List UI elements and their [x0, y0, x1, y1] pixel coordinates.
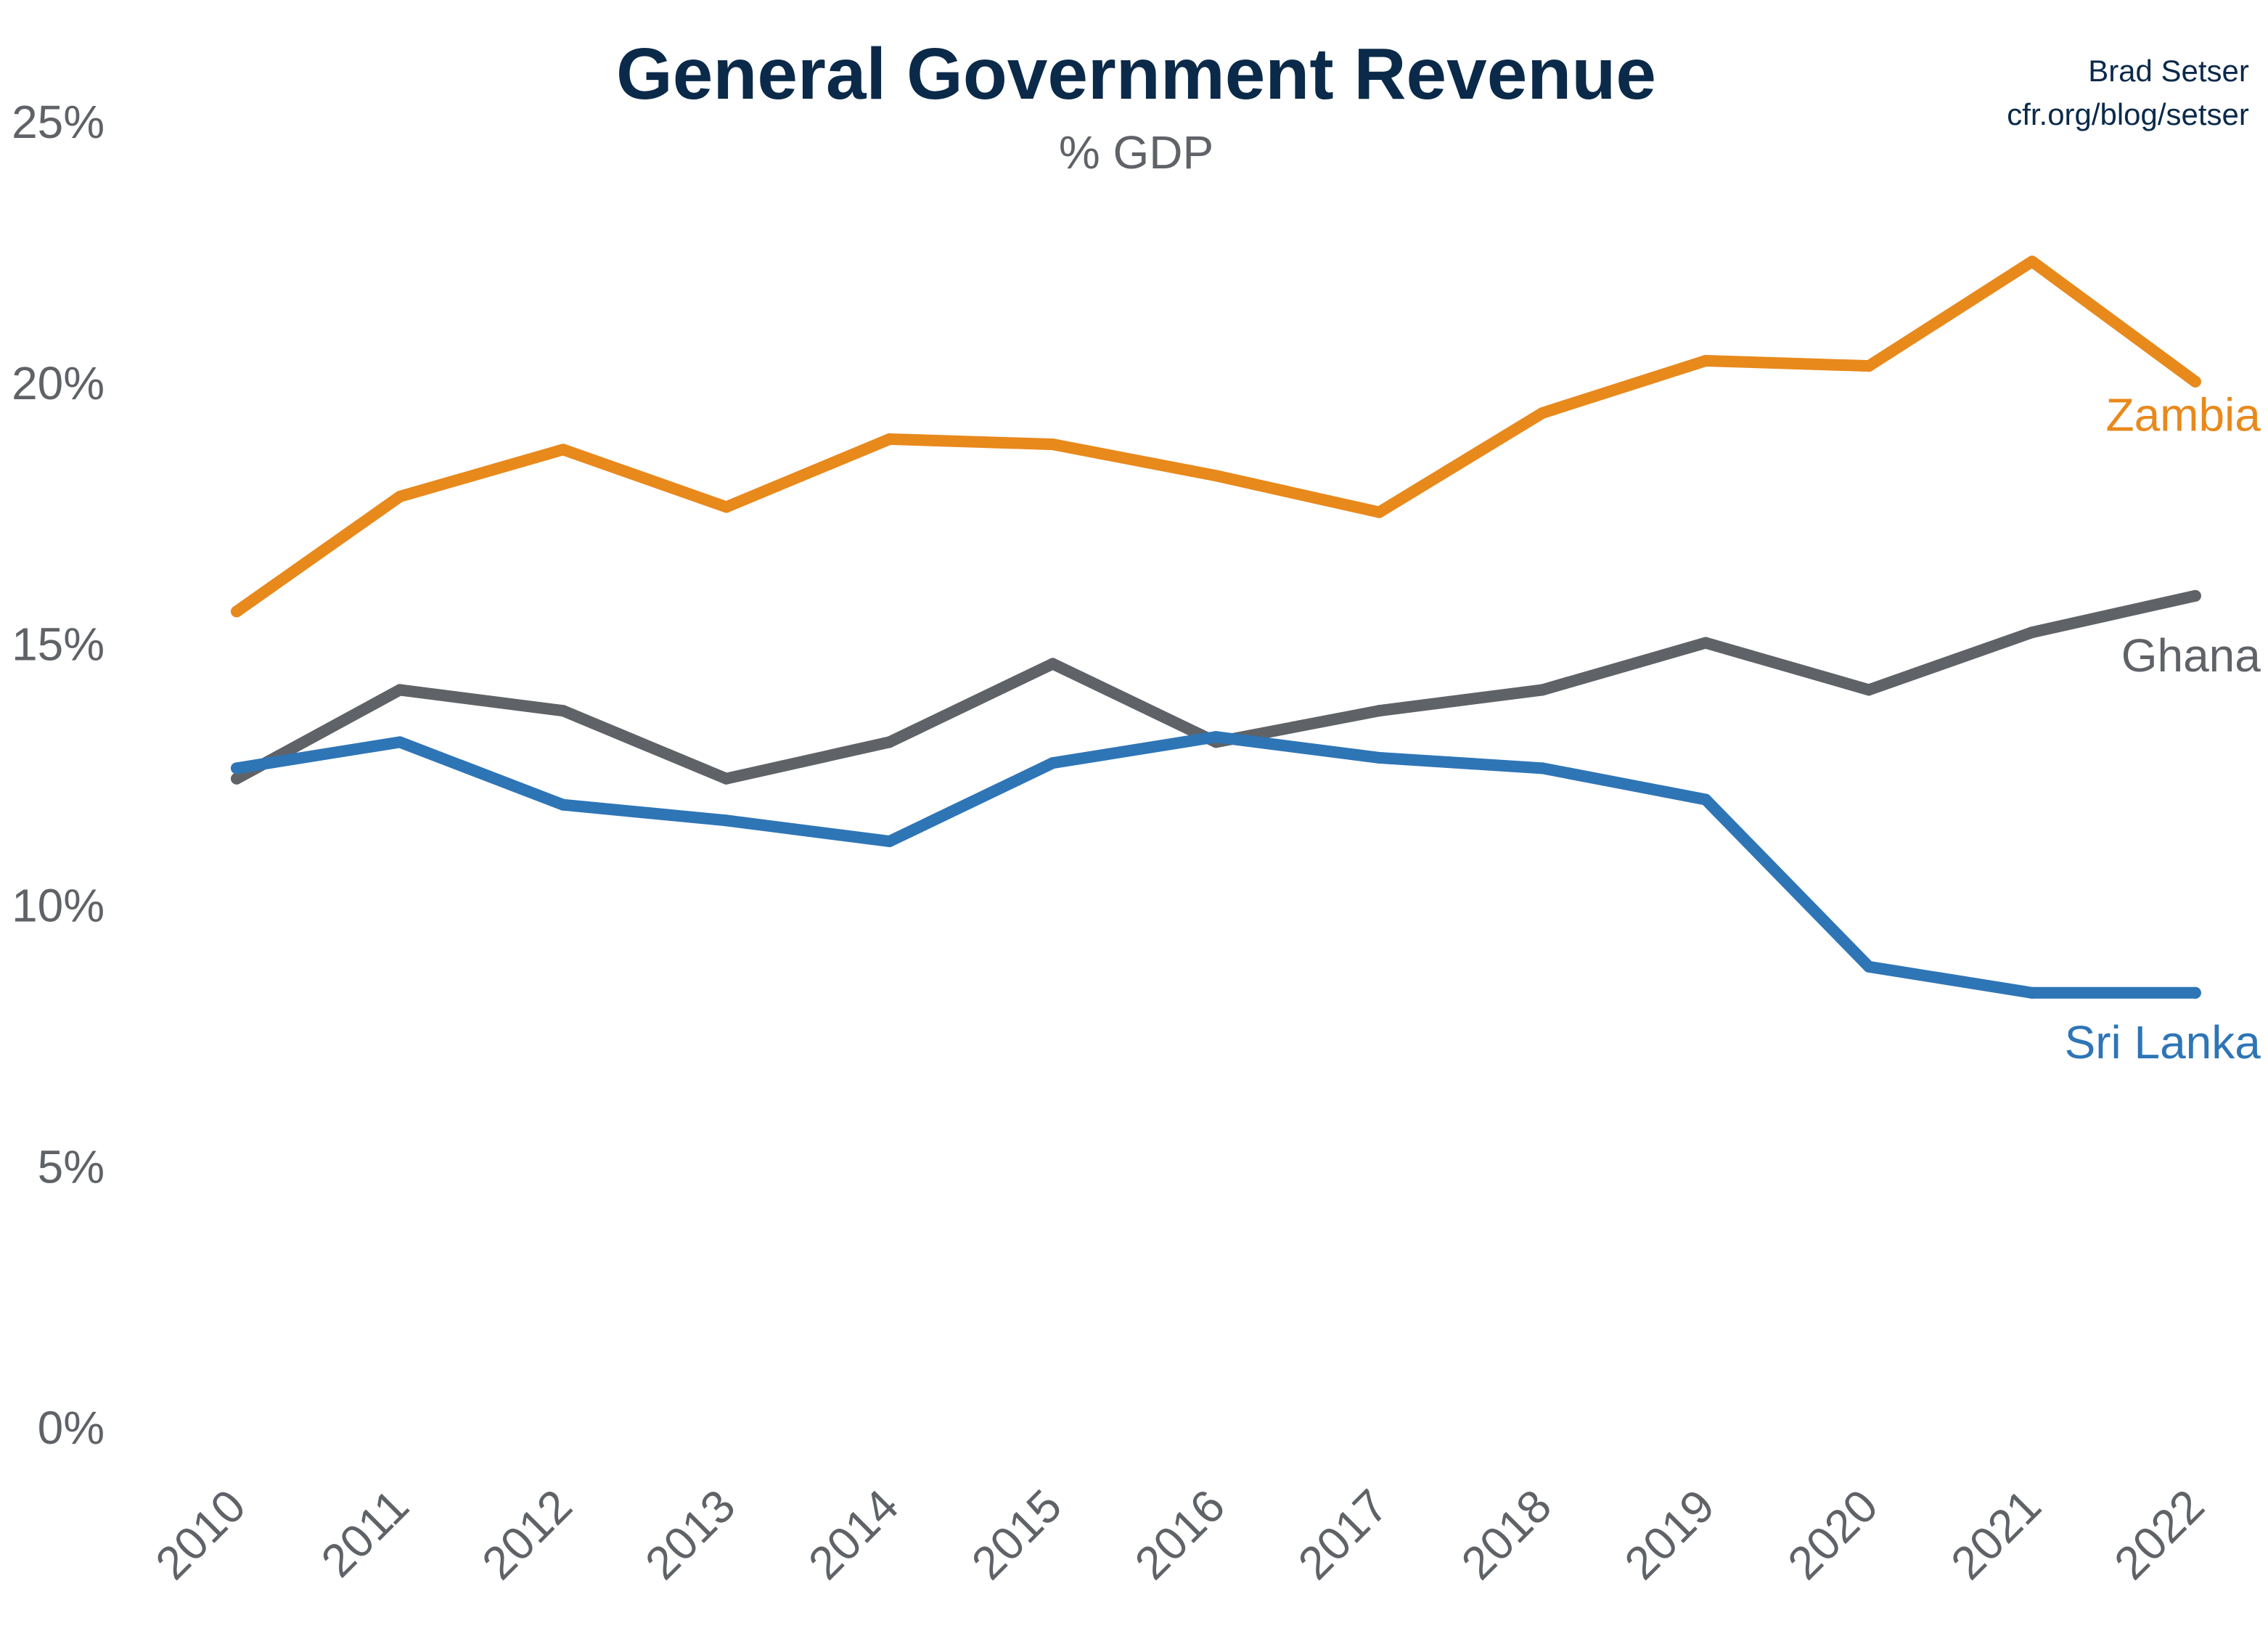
data-point — [1210, 470, 1222, 482]
data-point — [720, 772, 732, 785]
x-tick-label: 2019 — [1615, 1479, 1725, 1590]
credit-author: Brad Setser — [2088, 54, 2249, 88]
data-point — [231, 605, 243, 618]
data-point — [1210, 731, 1222, 743]
chart-title: General Government Revenue — [616, 34, 1656, 115]
data-point — [2026, 256, 2038, 268]
y-tick-label: 20% — [12, 357, 105, 409]
x-tick-label: 2021 — [1941, 1479, 2051, 1590]
data-point — [1536, 406, 1549, 419]
series-line-sri-lanka — [231, 731, 2201, 999]
x-tick-label: 2017 — [1288, 1479, 1399, 1590]
data-point — [2026, 986, 2038, 999]
data-point — [557, 798, 569, 811]
data-point — [1373, 506, 1385, 518]
data-point — [883, 736, 896, 748]
series-line-ghana — [231, 589, 2201, 785]
data-point — [2189, 375, 2201, 388]
data-point — [1047, 438, 1059, 451]
data-point — [1373, 705, 1385, 717]
series-line-zambia — [231, 256, 2201, 618]
data-point — [720, 501, 732, 513]
credit-url: cfr.org/blog/setser — [2007, 97, 2249, 131]
data-point — [2189, 986, 2201, 999]
series-labels: Zambia Ghana Sri Lanka — [2065, 389, 2261, 1068]
y-tick-label: 10% — [12, 879, 105, 931]
data-point — [231, 772, 243, 785]
data-point — [883, 835, 896, 848]
y-tick-label: 0% — [38, 1402, 105, 1454]
data-point — [393, 736, 406, 748]
data-point — [557, 444, 569, 456]
y-tick-label: 5% — [38, 1140, 105, 1193]
data-point — [1536, 762, 1549, 775]
data-point — [1047, 658, 1059, 670]
data-point — [720, 814, 732, 827]
x-tick-label: 2015 — [962, 1479, 1072, 1590]
x-tick-label: 2013 — [635, 1479, 745, 1590]
data-point — [1047, 757, 1059, 769]
y-tick-label: 15% — [12, 618, 105, 671]
x-tick-label: 2016 — [1125, 1479, 1235, 1590]
x-tick-label: 2012 — [472, 1479, 582, 1590]
series-label: Sri Lanka — [2065, 1016, 2261, 1068]
x-tick-label: 2010 — [145, 1479, 255, 1590]
chart-subtitle: % GDP — [1059, 126, 1213, 179]
data-point — [1700, 793, 1712, 806]
data-point — [1863, 684, 1875, 696]
y-tick-label: 25% — [12, 96, 105, 148]
y-axis: 0% 5% 10% 15% 20% 25% — [12, 96, 105, 1454]
data-point — [1700, 637, 1712, 649]
x-axis: 2010 2011 2012 2013 2014 2015 2016 2017 2018 2019… — [145, 1479, 2214, 1590]
data-point — [1863, 360, 1875, 372]
data-point — [883, 433, 896, 445]
series-label: Ghana — [2121, 629, 2261, 682]
x-tick-label: 2011 — [311, 1479, 419, 1587]
data-point — [393, 491, 406, 503]
series-lines — [231, 256, 2201, 999]
x-tick-label: 2018 — [1452, 1479, 1562, 1590]
data-point — [557, 705, 569, 717]
data-point — [2189, 589, 2201, 602]
data-point — [1863, 960, 1875, 973]
x-tick-label: 2020 — [1777, 1479, 1888, 1590]
data-point — [1373, 751, 1385, 764]
data-point — [2026, 626, 2038, 639]
data-point — [1536, 684, 1549, 696]
x-tick-label: 2022 — [2104, 1479, 2214, 1590]
data-point — [231, 762, 243, 775]
data-point — [393, 684, 406, 696]
series-label: Zambia — [2106, 389, 2261, 441]
data-point — [1700, 354, 1712, 367]
x-tick-label: 2014 — [798, 1479, 909, 1590]
